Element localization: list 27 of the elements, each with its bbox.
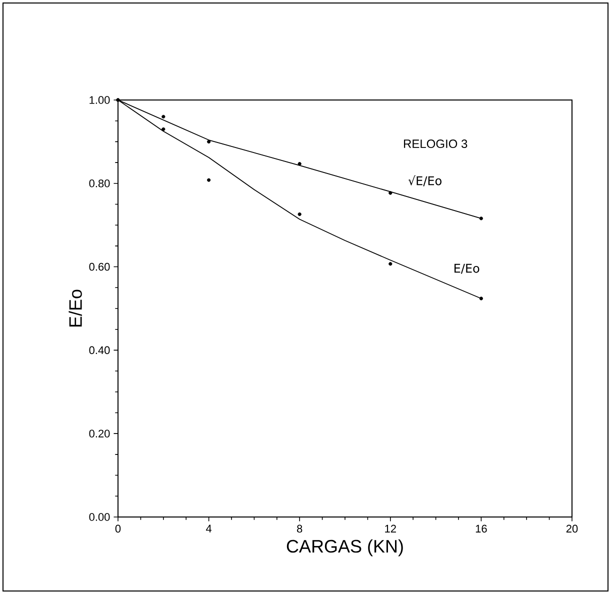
point xyxy=(388,262,392,266)
y-tick-label: 0.60 xyxy=(89,262,110,271)
x-tick-label: 0 xyxy=(115,524,121,533)
point xyxy=(479,296,483,300)
series-label: √E/Eo xyxy=(408,175,442,186)
point xyxy=(479,216,483,220)
point xyxy=(162,127,166,131)
point xyxy=(298,212,302,216)
y-tick-label: 1.00 xyxy=(90,96,110,104)
y-tick-label: 0.20 xyxy=(89,430,110,438)
x-tick-label: 8 xyxy=(297,524,302,533)
x-tick-label: 12 xyxy=(385,524,396,532)
y-axis-title: E/Eo xyxy=(68,290,82,327)
annotation: RELOGIO 3 xyxy=(404,140,468,148)
point xyxy=(162,114,166,118)
point xyxy=(388,191,392,195)
y-tick-label: 0.00 xyxy=(89,513,110,521)
point xyxy=(207,178,211,182)
y-tick-label: 0.80 xyxy=(89,180,110,188)
series-label: E/Eo xyxy=(454,264,480,274)
point xyxy=(298,162,302,166)
x-tick-label: 20 xyxy=(566,524,578,533)
point xyxy=(207,140,211,144)
x-axis-title: CARGAS (KN) xyxy=(286,539,403,556)
x-tick-label: 4 xyxy=(206,524,212,532)
y-tick-label: 0.40 xyxy=(89,346,110,354)
x-tick-label: 16 xyxy=(476,524,487,533)
